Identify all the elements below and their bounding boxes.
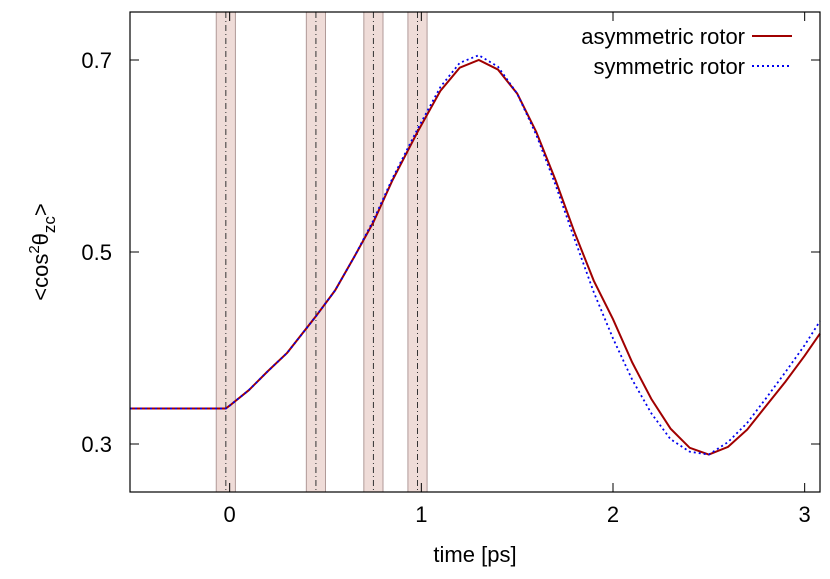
legend-label: asymmetric rotor — [581, 24, 745, 49]
series-line — [130, 58, 821, 456]
y-tick-label: 0.3 — [81, 432, 112, 457]
series-line — [130, 54, 821, 456]
y-label-part: θ — [28, 233, 53, 245]
y-label-part: <cos — [28, 254, 53, 301]
y-tick-label: 0.5 — [81, 240, 112, 265]
plot-frame — [129, 11, 821, 493]
y-tick-label: 0.7 — [81, 48, 112, 73]
y-axis-label: <cos2θzc> — [26, 203, 59, 301]
legend-label: symmetric rotor — [593, 54, 745, 79]
y-label-part: zc — [40, 216, 59, 234]
y-label-part: > — [28, 203, 53, 216]
y-label-part: 2 — [26, 245, 43, 253]
x-tick-label: 2 — [607, 502, 619, 527]
x-tick-label: 0 — [224, 502, 236, 527]
x-tick-label: 1 — [415, 502, 427, 527]
x-axis-label: time [ps] — [433, 542, 516, 567]
x-tick-label: 3 — [799, 502, 811, 527]
